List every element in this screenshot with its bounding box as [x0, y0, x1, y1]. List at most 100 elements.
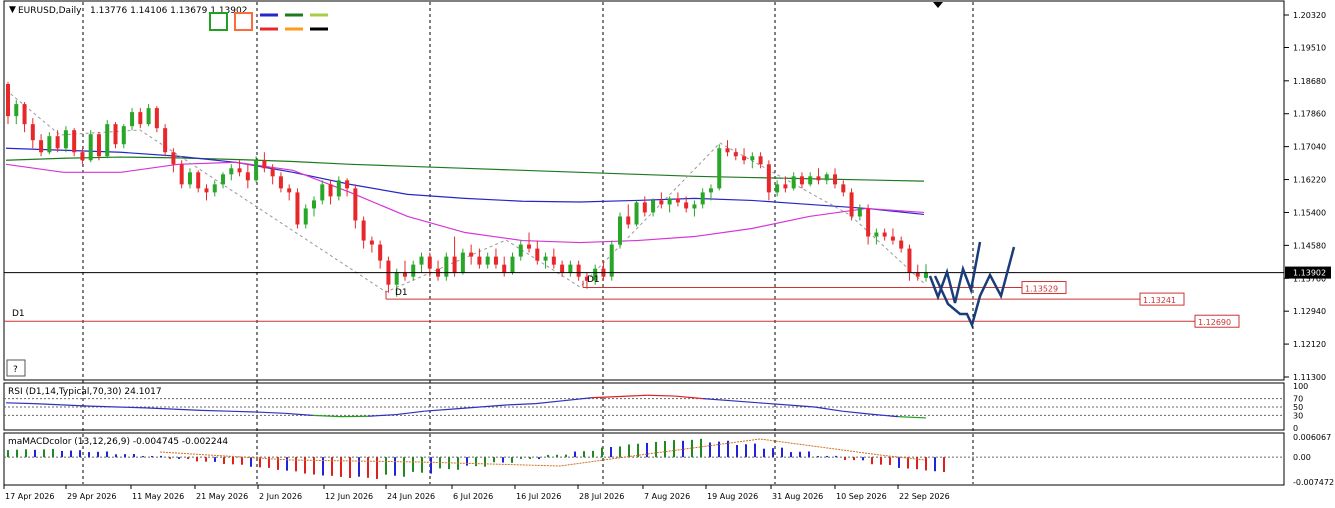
forecast-path-2: [933, 246, 1016, 329]
price-levels: 1.13529 1.13241 1.12690: [4, 272, 1284, 328]
candle-body: [469, 252, 474, 257]
macd-bar: [574, 451, 576, 458]
candle-body: [254, 160, 259, 181]
forecast-path-1: [928, 241, 982, 304]
macd-bar: [781, 447, 783, 458]
time-tick-label: 24 Jun 2026: [387, 492, 435, 501]
macd-bar: [601, 447, 603, 458]
time-tick-label: 16 Jul 2026: [516, 492, 561, 501]
ma-green-line: [5, 156, 925, 182]
candle-body: [890, 236, 895, 241]
rsi-segment: [452, 406, 480, 410]
macd-axis-label: 0.00: [1293, 453, 1311, 462]
macd-bar: [376, 457, 378, 479]
candle-body: [791, 176, 796, 189]
price-tick-label: 1.14580: [1293, 241, 1326, 250]
macd-bar: [151, 455, 153, 458]
green-square-icon[interactable]: [209, 12, 228, 31]
macd-bar: [772, 448, 774, 458]
macd-bar: [529, 457, 531, 459]
orange-square-icon[interactable]: [234, 12, 253, 31]
macd-bar: [160, 455, 162, 458]
macd-bar: [115, 454, 117, 458]
price-tick-label: 1.16220: [1293, 176, 1326, 185]
candle-body: [642, 202, 647, 213]
macd-bar: [844, 457, 846, 460]
rsi-segment: [173, 408, 202, 411]
macd-bar: [34, 449, 36, 458]
candle-body: [816, 176, 821, 181]
rsi-segment: [730, 400, 759, 404]
level-label-box-1: [1139, 292, 1185, 306]
candle-body: [924, 272, 928, 278]
candle-body: [179, 164, 184, 185]
price-tick-label: 1.13760: [1293, 274, 1326, 283]
candle-body: [113, 124, 118, 145]
macd-histogram: [4, 438, 1284, 479]
macd-bar: [700, 438, 702, 458]
rsi-segment: [284, 412, 313, 416]
macd-bar: [511, 457, 513, 463]
macd-bar: [547, 454, 549, 458]
macd-bar: [673, 440, 675, 458]
candle-body: [55, 136, 60, 149]
macd-bar: [745, 444, 747, 458]
rsi-segment: [89, 405, 118, 408]
shift-marker-icon[interactable]: [933, 2, 943, 8]
macd-bar: [826, 455, 828, 458]
price-tick-label: 1.12120: [1293, 340, 1326, 349]
candle-body: [560, 264, 565, 273]
candle-body: [849, 192, 854, 217]
rsi-segment: [117, 406, 146, 409]
macd-bar: [583, 451, 585, 458]
candle-body: [799, 176, 804, 185]
macd-bar: [871, 457, 873, 465]
ma-magenta-line: [5, 161, 925, 244]
rsi-axis-label: 30: [1293, 411, 1303, 420]
candle-body: [295, 192, 300, 225]
help-button-label: ?: [13, 365, 18, 375]
help-button[interactable]: [6, 359, 26, 377]
candle-body: [857, 208, 862, 217]
level-label-0: 1.13529: [1025, 285, 1058, 294]
rsi-segment: [396, 410, 425, 416]
time-axis: 17 Apr 2026 29 Apr 2026 11 May 2026 21 May …: [3, 485, 950, 501]
zigzag-line: [5, 89, 927, 293]
time-tick-label: 21 May 2026: [196, 492, 248, 501]
time-tick-label: 7 Aug 2026: [644, 492, 690, 501]
time-tick-label: 6 Jul 2026: [453, 492, 493, 501]
rsi-axis-label: 100: [1293, 382, 1308, 391]
macd-bar: [934, 457, 936, 472]
candle-body: [833, 174, 838, 185]
macd-bar: [70, 450, 72, 458]
rsi-segment: [424, 408, 453, 412]
rsi-segment: [563, 397, 592, 402]
candle-body: [775, 184, 780, 193]
d1-label-right: D1: [587, 275, 600, 285]
rsi-segment: [619, 394, 648, 398]
rsi-segment: [507, 403, 536, 406]
header-arrow[interactable]: ▼: [9, 5, 16, 15]
macd-bar: [862, 457, 864, 461]
macd-bar: [430, 457, 432, 474]
rsi-axis-label: 50: [1293, 403, 1303, 412]
candle-body: [163, 128, 168, 153]
candle-body: [874, 232, 879, 237]
candle-body: [378, 244, 383, 261]
macd-bar: [520, 457, 522, 459]
macd-bar: [853, 457, 855, 461]
macd-bar: [619, 446, 621, 458]
rsi-title: RSI (D1,14,Typical,70,30) 24.1017: [8, 387, 162, 397]
candle-body: [154, 108, 159, 129]
candle-body: [626, 216, 631, 225]
candle-body: [427, 256, 432, 269]
macd-bar: [340, 457, 342, 477]
macd-bar: [817, 456, 819, 458]
candle-body: [651, 200, 656, 213]
ohlc-values: 1.13776 1.14106 1.13679 1.13902: [90, 6, 247, 16]
time-tick-label: 28 Jul 2026: [579, 492, 624, 501]
rsi-segment: [61, 404, 90, 407]
level-label-box-2: [1194, 314, 1240, 328]
rsi-segment: [842, 410, 871, 415]
